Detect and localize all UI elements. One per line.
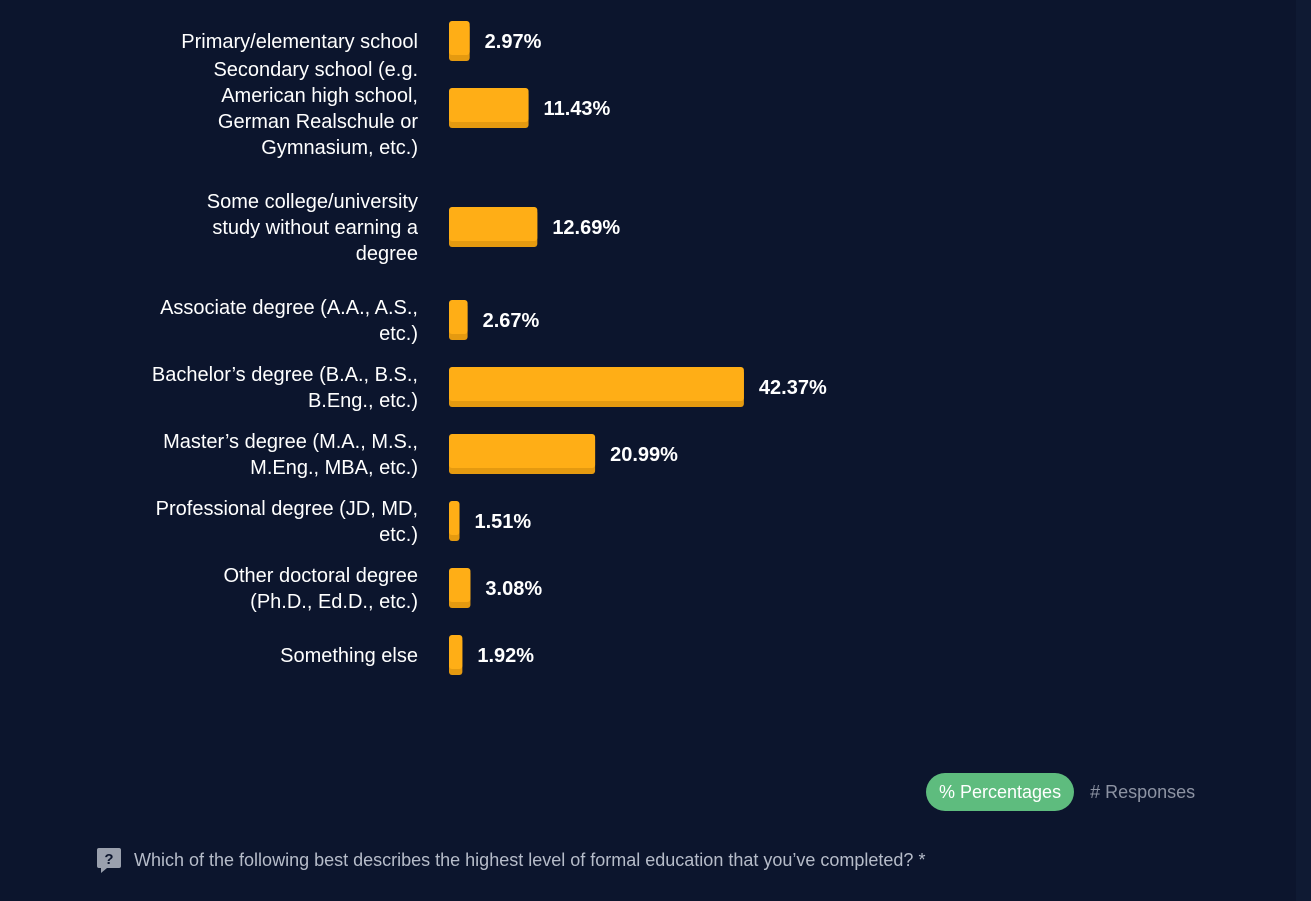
svg-text:?: ? (104, 851, 113, 868)
bar-group: 3.08% Other doctoral degree (Ph.D., Ed.D.,… (223, 565, 542, 613)
category-label: Primary/elementary school (181, 31, 418, 53)
category-label-line: Gymnasium, etc.) (261, 137, 418, 159)
category-label-line: Secondary school (e.g. (213, 59, 418, 81)
value-label: 12.69% (552, 217, 620, 239)
category-label-line: Other doctoral degree (223, 565, 418, 587)
percentages-toggle-button[interactable]: % Percentages (926, 773, 1075, 811)
bar-group: 1.92% Something else (280, 635, 534, 675)
bar-group: 2.97% Primary/elementary school (181, 21, 542, 61)
bar-group: 42.37% Bachelor’s degree (B.A., B.S., B.En… (152, 364, 827, 412)
category-label: Bachelor’s degree (B.A., B.S., B.Eng., et… (152, 364, 418, 412)
bar (449, 300, 468, 334)
category-label-line: Master’s degree (M.A., M.S., (163, 431, 418, 453)
bar-group: 2.67% Associate degree (A.A., A.S., etc.) (160, 297, 539, 345)
bar-group: 12.69% Some college/university study witho… (207, 191, 621, 265)
category-label: Other doctoral degree (Ph.D., Ed.D., etc.… (223, 565, 418, 613)
category-label: Secondary school (e.g. American high scho… (213, 59, 418, 159)
category-label-line: M.Eng., MBA, etc.) (250, 457, 418, 479)
bar (449, 88, 529, 122)
bar (449, 207, 538, 241)
category-label-line: degree (356, 243, 418, 265)
value-label: 20.99% (610, 444, 678, 466)
bar (449, 21, 470, 55)
value-label: 1.51% (475, 511, 532, 533)
category-label-line: Professional degree (JD, MD, (156, 498, 418, 520)
bar-group: 11.43% Secondary school (e.g. American hig… (213, 59, 610, 159)
category-label-line: (Ph.D., Ed.D., etc.) (250, 591, 418, 613)
value-label: 3.08% (485, 578, 542, 600)
category-label-line: Primary/elementary school (181, 31, 418, 53)
bar (449, 635, 463, 669)
category-label-line: B.Eng., etc.) (308, 390, 418, 412)
bar (449, 434, 596, 468)
category-label-line: etc.) (379, 323, 418, 345)
value-label: 1.92% (477, 645, 534, 667)
category-label-line: Some college/university (207, 191, 418, 213)
category-label: Professional degree (JD, MD, etc.) (156, 498, 418, 546)
bar (449, 501, 460, 535)
value-label: 2.67% (483, 310, 540, 332)
right-edge-strip (1296, 0, 1311, 901)
category-label: Associate degree (A.A., A.S., etc.) (160, 297, 418, 345)
category-label-line: German Realschule or (218, 111, 418, 133)
category-label-line: Something else (280, 645, 418, 667)
value-label: 11.43% (544, 98, 611, 120)
education-bar-chart: 2.97% Primary/elementary school 11.43% Seco… (152, 21, 827, 675)
category-label-line: Associate degree (A.A., A.S., (160, 297, 418, 319)
category-label-line: Bachelor’s degree (B.A., B.S., (152, 364, 418, 386)
value-label: 42.37% (759, 377, 827, 399)
bar-group: 20.99% Master’s degree (M.A., M.S., M.Eng.… (163, 431, 678, 479)
category-label-line: study without earning a (212, 217, 419, 239)
value-label: 2.97% (485, 31, 542, 53)
question-text: Which of the following best describes th… (134, 849, 926, 870)
bar (449, 568, 471, 602)
responses-toggle-button[interactable]: # Responses (1090, 781, 1196, 802)
category-label: Something else (280, 645, 418, 667)
category-label: Some college/university study without ear… (207, 191, 419, 265)
bar (449, 367, 744, 401)
bar-group: 1.51% Professional degree (JD, MD, etc.) (156, 498, 532, 546)
question-caption: ? Which of the following best describes … (96, 847, 925, 873)
category-label-line: American high school, (221, 85, 418, 107)
category-label-line: etc.) (379, 524, 418, 546)
question-mark-icon: ? (97, 848, 121, 873)
display-mode-toggle: % Percentages # Responses (926, 773, 1195, 811)
category-label: Master’s degree (M.A., M.S., M.Eng., MBA,… (163, 431, 418, 479)
